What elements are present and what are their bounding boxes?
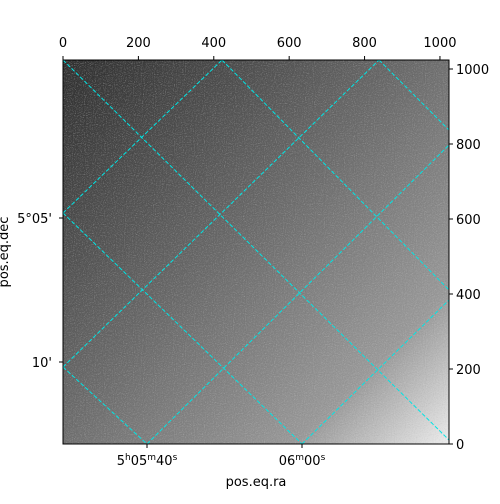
y-tick-label: 400 xyxy=(456,288,481,303)
label-part: m xyxy=(295,453,304,463)
grid-line xyxy=(301,299,449,444)
label-part: h xyxy=(125,453,131,463)
world-y-tick-label: 10' xyxy=(32,356,52,371)
label-part: 00 xyxy=(304,454,321,469)
y-tick-label: 800 xyxy=(456,138,481,153)
x-tick-label: 800 xyxy=(352,36,377,51)
grid-line xyxy=(146,144,449,444)
label-part: 05 xyxy=(131,454,148,469)
label-part: m xyxy=(147,453,156,463)
y-axis-label: pos.eq.dec xyxy=(0,217,12,288)
grid-line xyxy=(63,60,449,441)
wcs-grid xyxy=(63,60,449,444)
grid-line xyxy=(63,366,148,444)
y-tick-label: 600 xyxy=(456,213,481,228)
x-axis-label: pos.eq.ra xyxy=(226,475,287,490)
world-x-tick-label: 5h05m40s xyxy=(117,453,178,469)
y-tick-label: 200 xyxy=(456,363,481,378)
label-part: 40 xyxy=(156,454,173,469)
grid-line xyxy=(63,60,223,214)
x-tick-label: 400 xyxy=(201,36,226,51)
world-y-tick-label: 5°05' xyxy=(17,212,52,227)
x-tick-label: 1000 xyxy=(423,36,456,51)
world-x-tick-label: 06m00s xyxy=(279,453,326,469)
label-part: s xyxy=(173,453,178,463)
x-tick-label: 600 xyxy=(277,36,302,51)
y-tick-label: 1000 xyxy=(456,63,489,78)
grid-line xyxy=(63,212,303,444)
label-part: s xyxy=(321,453,326,463)
grid-line xyxy=(63,60,380,368)
frame xyxy=(62,59,450,445)
y-tick-label: 0 xyxy=(456,438,464,453)
label-part: 5 xyxy=(117,454,125,469)
label-part: 06 xyxy=(279,454,296,469)
x-tick-label: 200 xyxy=(126,36,151,51)
grid-line xyxy=(378,60,449,131)
x-tick-label: 0 xyxy=(59,36,67,51)
